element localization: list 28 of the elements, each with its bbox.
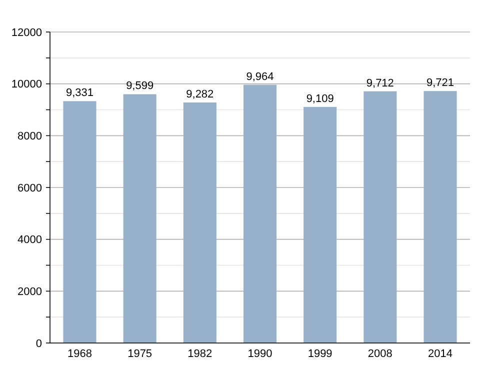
data-label: 9,964: [246, 70, 274, 83]
y-tick-label: 12000: [11, 26, 42, 39]
bar: [63, 101, 96, 343]
data-label: 9,282: [186, 88, 214, 100]
x-tick-label: 1999: [308, 348, 332, 360]
data-label: 9,721: [426, 77, 454, 90]
x-tick-label: 1968: [68, 348, 92, 360]
y-tick-label: 2000: [18, 286, 42, 298]
x-tick-label: 1990: [248, 348, 272, 360]
x-tick-label: 1975: [128, 348, 152, 360]
bar: [183, 102, 216, 343]
y-tick-label: 10000: [11, 78, 42, 91]
data-label: 9,712: [366, 77, 394, 90]
data-label: 9,599: [126, 80, 154, 92]
y-tick-label: 4000: [18, 234, 42, 246]
y-tick-label: 6000: [18, 182, 42, 194]
x-tick-label: 2014: [428, 348, 452, 360]
y-tick-label: 8000: [18, 130, 42, 143]
data-label: 9,109: [306, 92, 334, 105]
bar: [123, 94, 156, 343]
bar: [243, 84, 277, 343]
y-tick-label: 0: [36, 338, 42, 350]
bar: [304, 106, 337, 343]
bar: [364, 91, 397, 343]
x-tick-label: 2008: [368, 348, 392, 360]
data-label: 9,331: [66, 87, 94, 100]
bar: [424, 91, 457, 343]
x-tick-label: 1982: [188, 348, 212, 360]
